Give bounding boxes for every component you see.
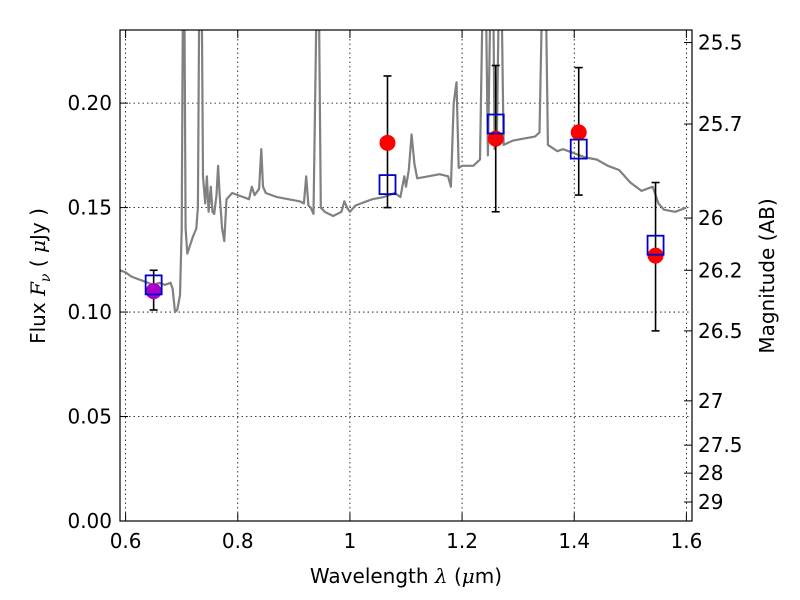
magnitude-tick-label: 26.5 (698, 319, 743, 343)
magnitude-tick-label: 29 (698, 490, 723, 514)
observed-point (487, 130, 504, 147)
model-photometry-square (646, 234, 665, 256)
magnitude-tick-label: 26.2 (698, 258, 743, 282)
y-tick-label: 0.15 (67, 196, 112, 220)
grid-lines (120, 30, 692, 522)
y-tick-label: 0.05 (67, 405, 112, 429)
axis-ticks (120, 30, 692, 522)
y-tick-label: 0.10 (67, 300, 112, 324)
observed-points (145, 124, 664, 300)
y2-axis-label: Magnitude (AB) (755, 198, 779, 353)
observed-point (570, 124, 587, 141)
y-axis-label: Flux Fν ( μJy ) (26, 208, 54, 344)
x-tick-label: 0.6 (110, 529, 142, 553)
magnitude-tick-label: 27.5 (698, 433, 743, 457)
magnitude-tick-label: 27 (698, 389, 723, 413)
plot-frame (119, 29, 693, 522)
model-photometry-square (486, 113, 505, 135)
magnitude-tick-label: 25.5 (698, 31, 743, 55)
magnitude-tick-label: 25.7 (698, 112, 743, 136)
observed-point (379, 134, 396, 151)
observed-point (145, 283, 162, 300)
magnitude-tick-label: 28 (698, 461, 723, 485)
observed-point (647, 247, 664, 264)
y-tick-label: 0.20 (67, 91, 112, 115)
model-photometry-square (569, 138, 588, 160)
x-tick-label: 1 (344, 529, 357, 553)
model-spectrum-line (120, 30, 687, 314)
y-tick-label: 0.00 (67, 509, 112, 533)
x-tick-label: 1.2 (446, 529, 478, 553)
x-tick-label: 0.8 (222, 529, 254, 553)
magnitude-tick-label: 26 (698, 206, 723, 230)
model-photometry-square (378, 174, 397, 196)
model-photometry-square (144, 274, 163, 296)
x-axis-label: Wavelength λ (μm) (310, 564, 502, 588)
tick-labels: 0.6 0.8 1 1.2 1.4 1.6 0.00 0.05 0.10 0.15 0.20 25.5… (67, 31, 742, 553)
x-tick-label: 1.6 (670, 529, 702, 553)
model-photometry-points (144, 113, 665, 296)
x-tick-label: 1.4 (558, 529, 590, 553)
